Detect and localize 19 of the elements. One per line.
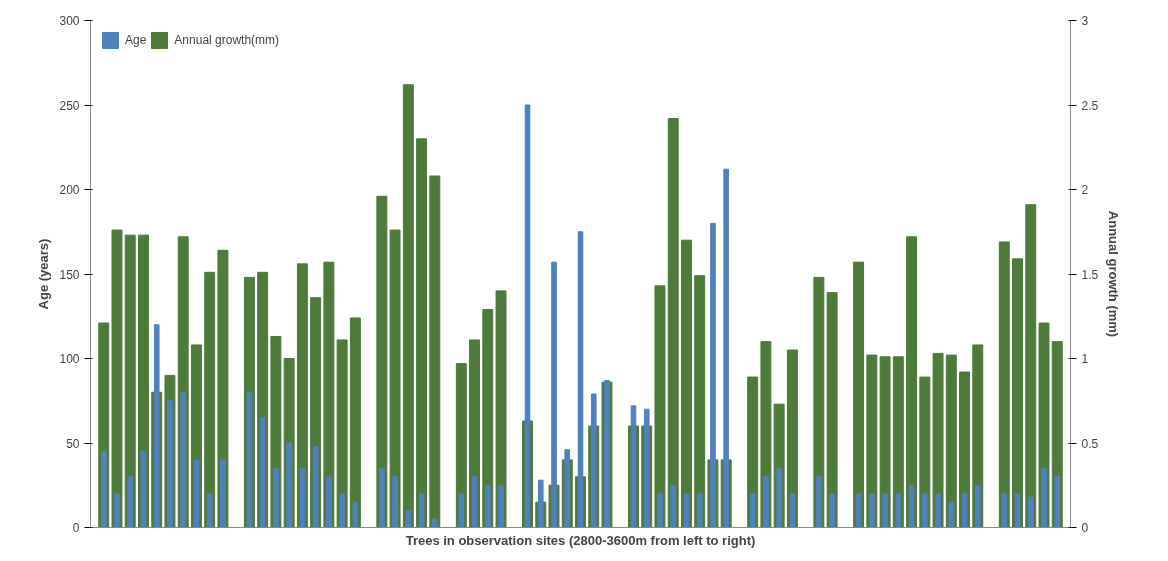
y-axis-title: Age (years) bbox=[36, 238, 52, 310]
y2-tick-label: 2.5 bbox=[1081, 98, 1099, 113]
legend-label: Annual growth(mm) bbox=[174, 33, 280, 47]
y-tick-label: 300 bbox=[59, 14, 80, 28]
y2-axis-title: Annual growth (mm) bbox=[1106, 210, 1122, 338]
y-tick-label: 50 bbox=[66, 436, 80, 451]
y-tick-label: 150 bbox=[59, 267, 80, 282]
legend-label: Age bbox=[125, 33, 147, 47]
x-axis-title: Trees in observation sites (2800-3600m from left to right) bbox=[405, 532, 756, 548]
y2-tick-label: 1 bbox=[1081, 352, 1089, 366]
y2-tick-label: 0.5 bbox=[1081, 436, 1099, 451]
y2-tick-label: 1.5 bbox=[1081, 267, 1099, 282]
y2-tick-label: 3 bbox=[1081, 14, 1089, 28]
y-tick-label: 100 bbox=[59, 352, 80, 366]
y-tick-label: 200 bbox=[59, 183, 80, 197]
y2-tick-label: 0 bbox=[1081, 521, 1089, 535]
y-tick-label: 0 bbox=[72, 521, 80, 535]
y2-tick-label: 2 bbox=[1081, 183, 1089, 197]
y-tick-label: 250 bbox=[59, 98, 80, 113]
